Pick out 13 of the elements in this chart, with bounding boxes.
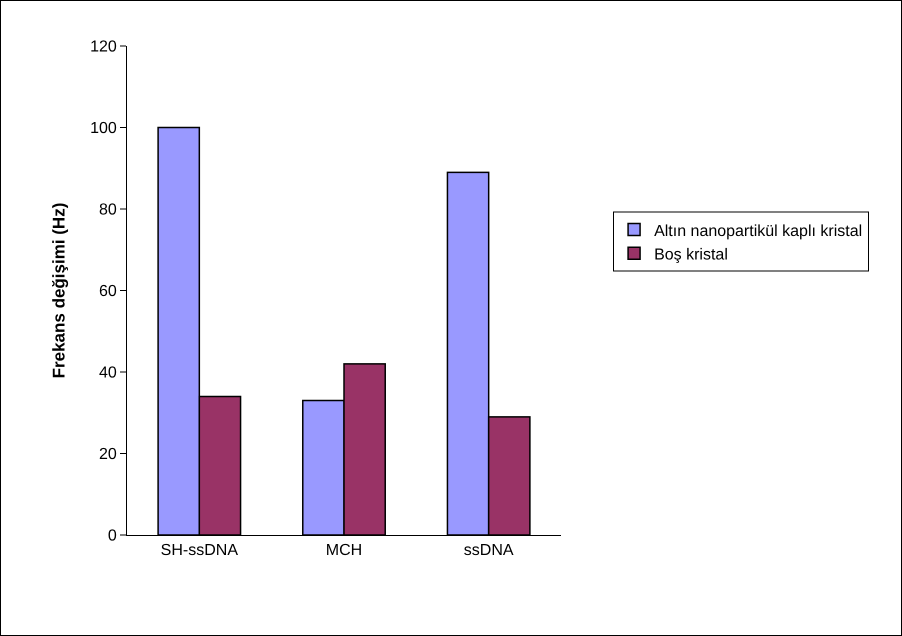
x-tick-label: ssDNA xyxy=(464,542,514,560)
legend-label: Altın nanopartikül kaplı kristal xyxy=(654,222,862,240)
y-tick-label: 40 xyxy=(99,364,117,382)
x-tick-label: SH-ssDNA xyxy=(160,542,238,560)
x-tick-label: MCH xyxy=(326,542,362,560)
y-axis-title: Frekans değişimi (Hz) xyxy=(50,202,69,378)
y-tick-label: 80 xyxy=(99,202,117,219)
y-tick-label: 20 xyxy=(99,446,117,464)
y-tick-label: 60 xyxy=(99,283,117,300)
legend-label: Boş kristal xyxy=(654,246,728,264)
y-tick-label: 0 xyxy=(108,528,117,545)
y-tick-label: 120 xyxy=(90,38,117,56)
y-tick-label: 100 xyxy=(90,120,117,138)
